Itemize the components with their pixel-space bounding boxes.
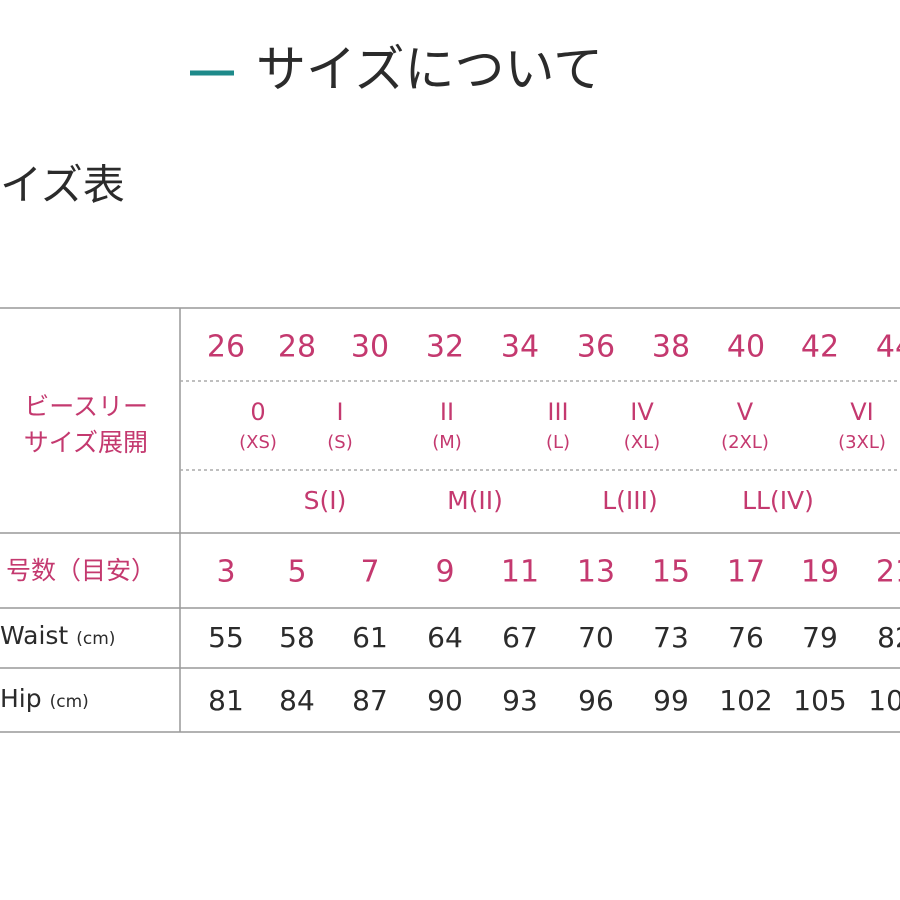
value-cell: 55 (208, 621, 244, 654)
group-size: M(II) (447, 486, 503, 515)
roman-letter: (2XL) (721, 432, 769, 453)
value-cell: 73 (653, 621, 689, 654)
value-cell: 64 (427, 621, 463, 654)
row-label: 号数（目安） (6, 556, 156, 585)
size-cell: 36 (577, 330, 615, 365)
roman-letter: (L) (546, 432, 570, 453)
row-label: サイズ展開 (24, 428, 148, 457)
number-cell: 7 (360, 555, 379, 590)
value-cell: 67 (502, 621, 538, 654)
row-label: Waist (0, 621, 68, 650)
number-cell: 19 (801, 555, 839, 590)
roman-letter: (3XL) (838, 432, 886, 453)
value-cell: 70 (578, 621, 614, 654)
value-cell: 81 (208, 684, 244, 717)
group-size: S(I) (304, 486, 347, 515)
number-cell: 15 (652, 555, 690, 590)
value-cell: 102 (719, 684, 772, 717)
value-cell: 99 (653, 684, 689, 717)
roman-numeral: III (547, 398, 568, 426)
value-cell: 84 (279, 684, 315, 717)
size-cell: 28 (278, 330, 316, 365)
value-cell: 76 (728, 621, 764, 654)
roman-numeral: I (336, 398, 343, 426)
number-cell: 3 (216, 555, 235, 590)
size-cell: 40 (727, 330, 765, 365)
row-unit: (cm) (76, 629, 115, 649)
roman-numeral: V (737, 398, 754, 426)
group-size: L(III) (602, 486, 658, 515)
size-cell: 32 (426, 330, 464, 365)
size-cell: 30 (351, 330, 389, 365)
value-cell: 90 (427, 684, 463, 717)
group-size: LL(IV) (742, 486, 814, 515)
number-cell: 13 (577, 555, 615, 590)
roman-numeral: 0 (250, 398, 265, 426)
value-cell: 82 (877, 621, 900, 654)
size-cell: 44 (876, 330, 900, 365)
value-cell: 79 (802, 621, 838, 654)
value-cell: 87 (352, 684, 388, 717)
roman-letter: (XS) (239, 432, 277, 453)
number-cell: 17 (727, 555, 765, 590)
number-cell: 11 (501, 555, 539, 590)
row-unit: (cm) (50, 692, 89, 712)
roman-letter: (S) (327, 432, 352, 453)
value-cell: 108 (868, 684, 900, 717)
value-cell: 58 (279, 621, 315, 654)
value-cell: 93 (502, 684, 538, 717)
number-cell: 9 (435, 555, 454, 590)
roman-letter: (M) (432, 432, 462, 453)
size-cell: 26 (207, 330, 245, 365)
row-label: Hip (0, 684, 42, 713)
table-lines (0, 307, 900, 733)
page-title: サイズについて (256, 41, 603, 99)
value-cell: 96 (578, 684, 614, 717)
value-cell: 105 (793, 684, 846, 717)
size-cell: 38 (652, 330, 690, 365)
number-cell: 5 (287, 555, 306, 590)
size-cell: 34 (501, 330, 539, 365)
value-cell: 61 (352, 621, 388, 654)
subtitle: イズ表 (0, 161, 125, 210)
roman-letter: (XL) (624, 432, 660, 453)
row-label: ビースリー (24, 392, 148, 421)
roman-numeral: VI (850, 398, 874, 426)
number-cell: 21 (876, 555, 900, 590)
roman-numeral: IV (630, 398, 654, 426)
roman-numeral: II (440, 398, 454, 426)
size-cell: 42 (801, 330, 839, 365)
